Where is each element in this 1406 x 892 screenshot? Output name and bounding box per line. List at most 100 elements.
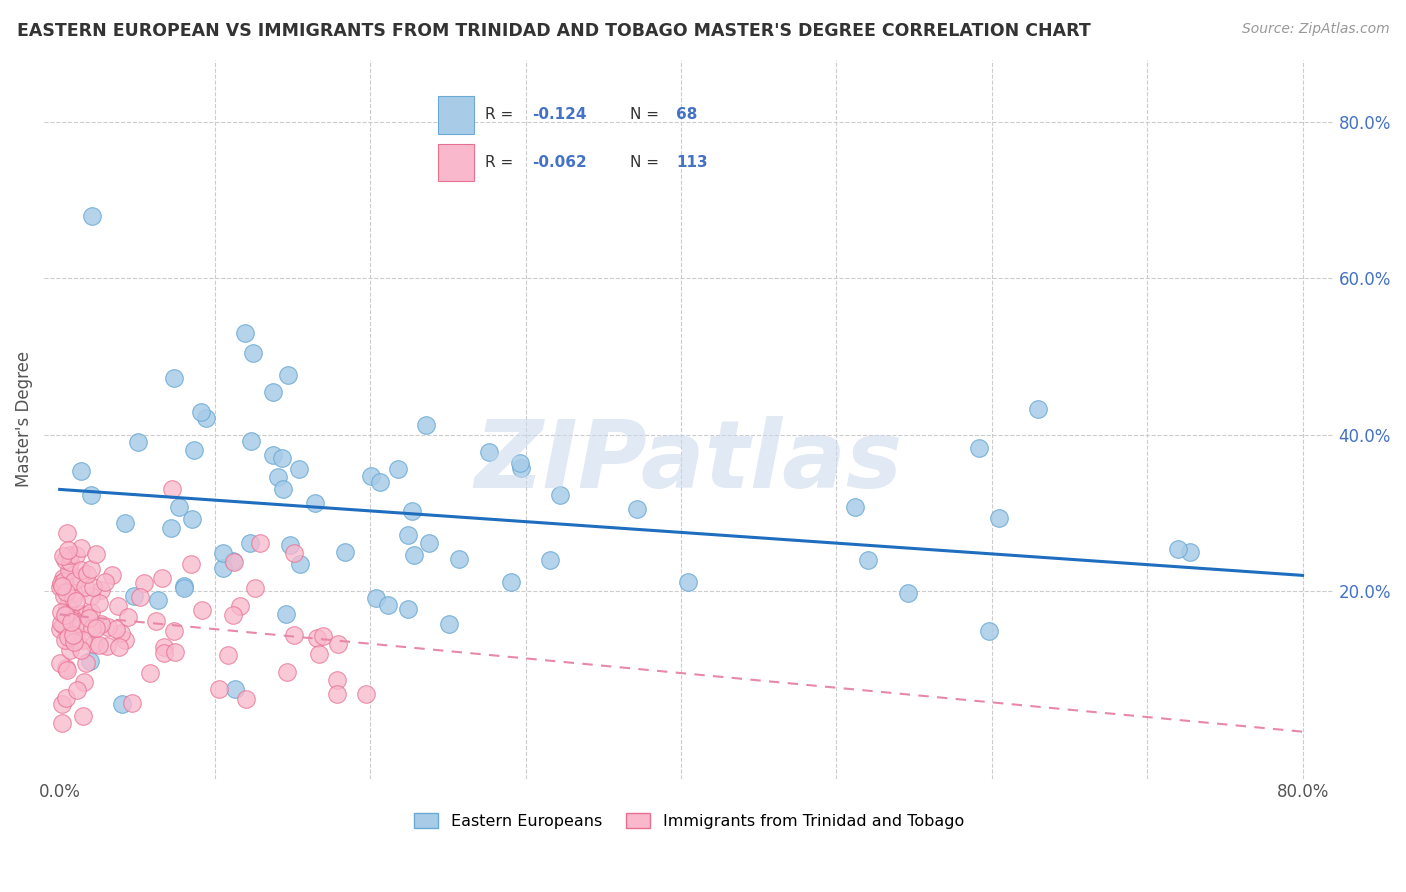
Point [52,571,75,585]
Point [90,582,112,597]
Point [59,643,82,657]
Text: Source: ZipAtlas.com: Source: ZipAtlas.com [1241,22,1389,37]
Point [80,209,103,223]
Point [82,621,104,635]
Point [84,621,107,635]
Point [55,661,77,675]
Point [97,620,120,634]
Point [117,609,139,624]
Point [262,449,284,463]
Point [276,665,298,680]
Point [326,637,349,651]
Point [1180,545,1202,559]
Point [53,574,76,588]
Point [509,456,531,470]
Point [121,696,143,710]
Point [304,495,326,509]
Point [360,468,382,483]
Point [62,628,84,642]
Point [59,555,82,569]
Point [510,460,533,475]
Point [212,546,235,560]
Point [59,549,82,563]
Point [1167,542,1189,557]
Point [153,640,176,654]
Point [59,613,82,627]
Point [55,584,77,599]
Point [626,501,648,516]
Point [79,654,101,668]
Point [967,441,990,455]
Point [856,553,879,567]
Point [51,715,73,730]
Point [80,488,103,502]
Point [240,434,263,448]
Point [89,638,111,652]
Point [274,607,297,621]
Point [90,616,112,631]
Point [51,697,73,711]
Point [80,589,103,603]
Point [153,646,176,660]
Point [283,628,305,642]
Point [79,562,101,576]
Point [114,516,136,531]
Point [278,538,301,552]
Point [72,632,94,647]
Point [52,618,75,632]
Point [69,616,91,631]
Point [191,603,214,617]
Point [49,657,72,671]
Point [53,632,76,647]
Point [194,411,217,425]
Point [72,708,94,723]
Point [977,624,1000,639]
Point [396,602,419,616]
Point [94,575,117,590]
Point [163,624,186,639]
Point [538,553,561,567]
Point [550,488,572,502]
Point [110,698,132,712]
Point [217,648,239,663]
Point [75,656,97,670]
Point [222,608,245,623]
Point [73,580,96,594]
Point [56,526,79,541]
Point [377,598,399,612]
Point [162,370,184,384]
Point [396,527,419,541]
Point [163,645,186,659]
Point [75,608,97,623]
Point [208,682,231,697]
Point [312,629,335,643]
Point [249,536,271,550]
Point [242,346,264,360]
Point [212,561,235,575]
Point [354,687,377,701]
Point [70,563,93,577]
Point [988,511,1011,525]
Point [69,643,91,657]
Point [66,633,89,648]
Point [167,500,190,514]
Point [224,681,246,696]
Point [277,368,299,382]
Point [262,385,284,400]
Point [335,545,357,559]
Point [387,462,409,476]
Point [65,594,87,608]
Point [51,579,73,593]
Point [326,687,349,701]
Point [55,690,77,705]
Point [415,417,437,432]
Point [267,470,290,484]
Point [305,631,328,645]
Point [51,575,73,590]
Point [437,616,460,631]
Point [288,461,311,475]
Point [65,549,87,563]
Point [150,571,173,585]
Point [173,582,195,596]
Point [69,541,91,555]
